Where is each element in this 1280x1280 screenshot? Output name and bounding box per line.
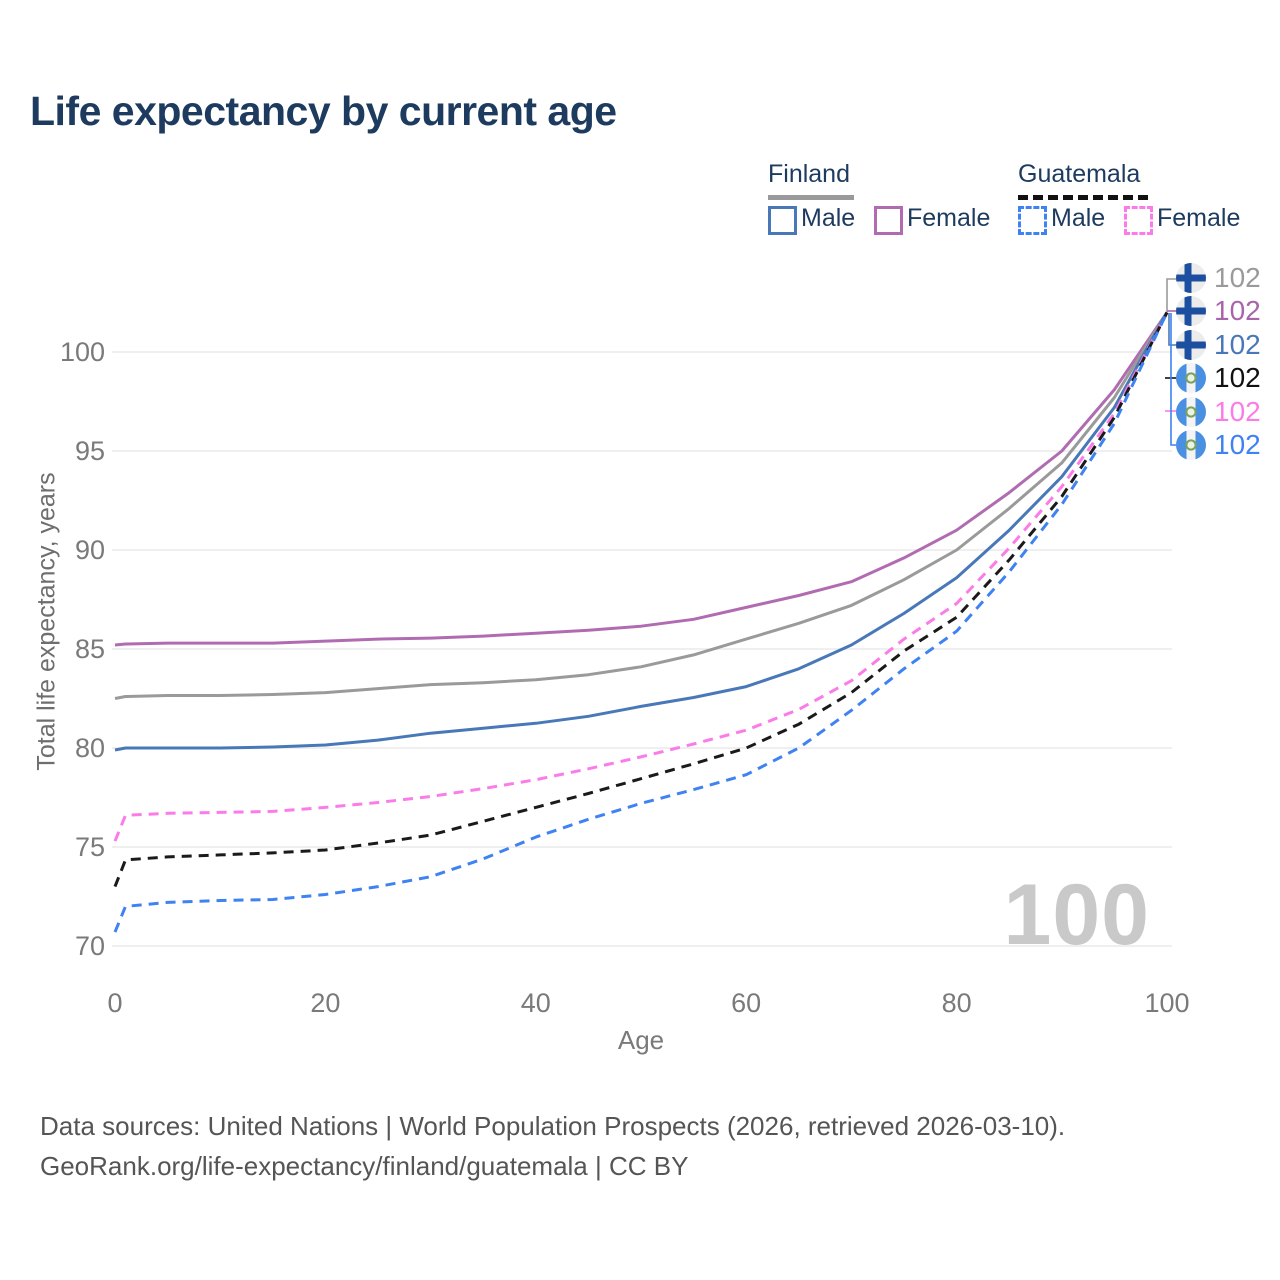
- end-label-finland-male: 102: [1176, 330, 1261, 360]
- legend-underline-finland: [768, 195, 854, 200]
- leader-line-finland-male: [1168, 313, 1177, 346]
- series-line-guatemala-female[interactable]: [113, 311, 1169, 842]
- end-label-finland-female: 102: [1176, 296, 1261, 326]
- x-tick-60: 60: [731, 988, 762, 1018]
- x-tick-40: 40: [520, 988, 551, 1018]
- legend-country-finland: Finland: [768, 160, 850, 188]
- x-tick-80: 80: [941, 988, 972, 1018]
- x-tick-20: 20: [310, 988, 341, 1018]
- series-line-guatemala-male[interactable]: [113, 311, 1169, 933]
- x-tick-100: 100: [1144, 988, 1190, 1018]
- end-value: 102: [1214, 295, 1261, 326]
- guatemala-flag-icon: [1176, 397, 1206, 427]
- legend-swatch-finland-male[interactable]: [768, 206, 797, 235]
- end-value: 102: [1214, 429, 1261, 460]
- end-value: 102: [1214, 362, 1261, 393]
- guatemala-flag-icon: [1176, 430, 1206, 460]
- legend-label-finland-male[interactable]: Male: [801, 204, 856, 232]
- legend-underline-guatemala: [1018, 195, 1148, 200]
- legend-swatch-finland-female[interactable]: [874, 206, 903, 235]
- series-line-finland-both[interactable]: [114, 311, 1169, 700]
- x-axis-title: Age: [617, 1025, 665, 1055]
- age-counter-watermark: 100: [1003, 867, 1150, 963]
- legend-label-guatemala-male[interactable]: Male: [1051, 204, 1106, 232]
- leader-line-guatemala-male: [1170, 313, 1177, 446]
- series-line-finland-male[interactable]: [114, 311, 1169, 752]
- end-label-guatemala-female: 102: [1176, 397, 1261, 427]
- finland-flag-icon: [1176, 296, 1206, 326]
- plot-area: [112, 278, 1177, 947]
- legend-label-guatemala-female[interactable]: Female: [1157, 204, 1241, 232]
- guatemala-flag-icon: [1176, 363, 1206, 393]
- y-tick-95: 95: [74, 436, 105, 466]
- legend-label-finland-female[interactable]: Female: [907, 204, 991, 232]
- series-line-finland-female[interactable]: [114, 311, 1169, 647]
- y-tick-80: 80: [74, 733, 105, 763]
- finland-flag-icon: [1176, 263, 1206, 293]
- x-tick-0: 0: [107, 988, 123, 1018]
- y-tick-100: 100: [59, 337, 105, 367]
- y-tick-90: 90: [74, 535, 105, 565]
- footer: Data sources: United Nations | World Pop…: [40, 1106, 1065, 1186]
- leader-line-finland-both: [1166, 278, 1177, 312]
- legend-country-guatemala: Guatemala: [1018, 160, 1141, 188]
- end-value: 102: [1214, 396, 1261, 427]
- chart-title: Life expectancy by current age: [30, 88, 617, 134]
- attribution-line: GeoRank.org/life-expectancy/finland/guat…: [40, 1151, 689, 1181]
- legend-swatch-guatemala-male[interactable]: [1018, 206, 1047, 235]
- end-label-guatemala-both-sexes: 102: [1176, 363, 1261, 393]
- y-tick-75: 75: [74, 832, 105, 862]
- y-axis-title: Total life expectancy, years: [32, 472, 61, 771]
- legend-swatch-guatemala-female[interactable]: [1124, 206, 1153, 235]
- finland-flag-icon: [1176, 330, 1206, 360]
- data-sources-line: Data sources: United Nations | World Pop…: [40, 1111, 1066, 1141]
- y-tick-85: 85: [74, 634, 105, 664]
- end-label-guatemala-male: 102: [1176, 430, 1261, 460]
- end-value: 102: [1214, 262, 1261, 293]
- end-value: 102: [1214, 329, 1261, 360]
- series-line-guatemala-both[interactable]: [113, 311, 1169, 888]
- end-label-finland-both-sexes: 102: [1176, 263, 1261, 293]
- y-tick-70: 70: [74, 931, 105, 961]
